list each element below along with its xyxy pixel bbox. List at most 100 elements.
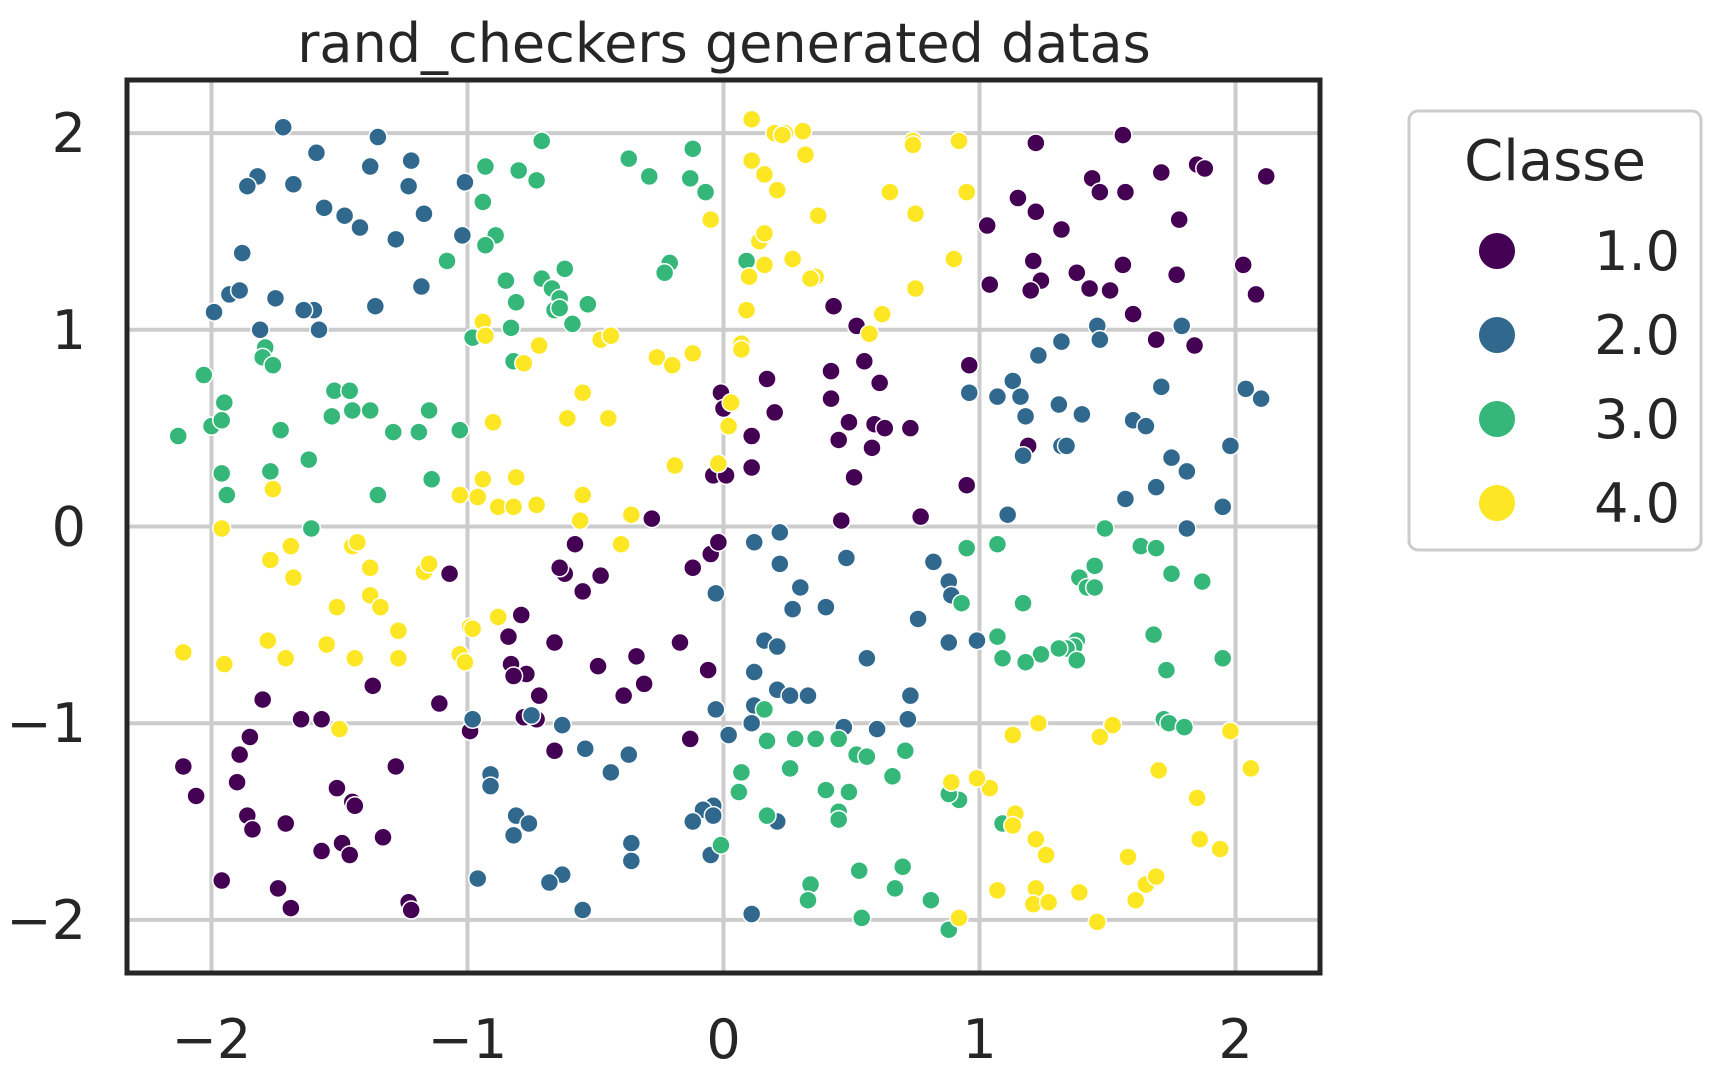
scatter-point: [327, 597, 347, 617]
scatter-point: [270, 420, 291, 440]
scatter-point: [258, 630, 278, 651]
scatter-point: [360, 400, 380, 421]
scatter-point: [1028, 713, 1049, 733]
scatter-point: [250, 320, 270, 340]
scatter-point: [575, 739, 596, 759]
scatter-point: [473, 192, 493, 212]
scatter-point: [506, 292, 526, 313]
scatter-point: [1146, 477, 1166, 497]
scatter-point: [1251, 388, 1271, 409]
scatter-point: [739, 266, 759, 287]
scatter-point: [767, 636, 788, 657]
scatter-point: [757, 731, 777, 751]
scatter-point: [867, 719, 887, 739]
scatter-point: [544, 632, 565, 653]
scatter-point: [1136, 416, 1156, 436]
scatter-point: [703, 805, 724, 826]
scatter-point: [1003, 725, 1023, 745]
scatter-point: [785, 729, 805, 749]
scatter-point: [611, 534, 631, 554]
scatter-point: [1125, 890, 1146, 910]
scatter-point: [590, 565, 611, 586]
legend-label: 1.0: [1594, 220, 1680, 283]
scatter-point: [370, 597, 391, 617]
scatter-point: [680, 729, 700, 749]
scatter-point: [647, 347, 667, 368]
y-tick-label: −1: [6, 692, 86, 755]
scatter-point: [1192, 571, 1212, 592]
scatter-point: [1236, 379, 1256, 399]
scatter-point: [401, 150, 421, 171]
scatter-point: [229, 280, 250, 301]
scatter-point: [316, 634, 337, 655]
scatter-point: [844, 467, 864, 488]
scatter-point: [941, 772, 962, 792]
scatter-point: [229, 744, 250, 765]
scatter-point: [754, 255, 775, 275]
scatter-point: [1051, 219, 1072, 240]
scatter-point: [764, 402, 785, 423]
legend-marker: [1477, 315, 1517, 355]
scatter-point: [754, 223, 775, 244]
scatter-point: [526, 495, 547, 515]
scatter-point: [503, 497, 524, 517]
scatter-point: [665, 455, 685, 476]
scatter-point: [526, 170, 547, 191]
scatter-point: [1123, 304, 1143, 324]
scatter-point: [793, 121, 813, 141]
scatter-point: [987, 534, 1008, 554]
scatter-point: [780, 758, 800, 779]
scatter-point: [805, 729, 826, 749]
scatter-point: [1118, 847, 1138, 867]
scatter-point: [1115, 489, 1136, 509]
scatter-point: [744, 532, 764, 552]
scatter-point: [680, 168, 700, 189]
scatter-point: [987, 386, 1008, 407]
scatter-point: [301, 518, 322, 539]
scatter-point: [1177, 461, 1197, 482]
scatter-point: [816, 597, 836, 617]
scatter-point: [849, 860, 869, 881]
scatter-point: [1146, 329, 1166, 350]
legend-entries: 1.0 2.0 3.0 4.0: [1477, 220, 1680, 535]
scatter-point: [828, 809, 849, 830]
scatter-point: [808, 205, 828, 226]
scatter-point: [601, 325, 621, 346]
scatter-point: [506, 467, 526, 488]
scatter-point: [905, 278, 926, 299]
scatter-point: [718, 725, 739, 745]
scatter-point: [414, 204, 434, 224]
scatter-point: [816, 780, 836, 800]
scatter-point: [1246, 284, 1266, 305]
scatter-point: [173, 756, 194, 777]
scatter-point: [621, 851, 642, 871]
x-tick-label: 2: [1218, 1008, 1252, 1071]
scatter-point: [237, 176, 258, 196]
scatter-point: [281, 898, 301, 918]
scatter-point: [450, 485, 470, 505]
scatter-point: [700, 209, 721, 230]
scatter-point: [263, 355, 283, 375]
scatter-point: [875, 418, 895, 438]
scatter-point: [411, 276, 432, 297]
scatter-point: [214, 654, 235, 674]
scatter-point: [483, 412, 503, 433]
scatter-point: [823, 296, 844, 316]
scatter-point: [401, 900, 421, 920]
scatter-point: [790, 577, 811, 598]
scatter-point: [956, 475, 977, 495]
scatter-point: [306, 143, 327, 163]
scatter-point: [1113, 125, 1133, 145]
scatter-point: [851, 908, 872, 928]
scatter-point: [736, 251, 757, 271]
scatter-point: [859, 323, 880, 344]
scatter-point: [265, 288, 286, 309]
scatter-point: [695, 182, 716, 202]
scatter-point: [1143, 624, 1164, 645]
scatter-point: [997, 504, 1018, 525]
scatter-point: [334, 205, 355, 226]
scatter-point: [1087, 912, 1108, 932]
scatter-point: [619, 744, 639, 765]
scatter-point: [923, 552, 944, 572]
